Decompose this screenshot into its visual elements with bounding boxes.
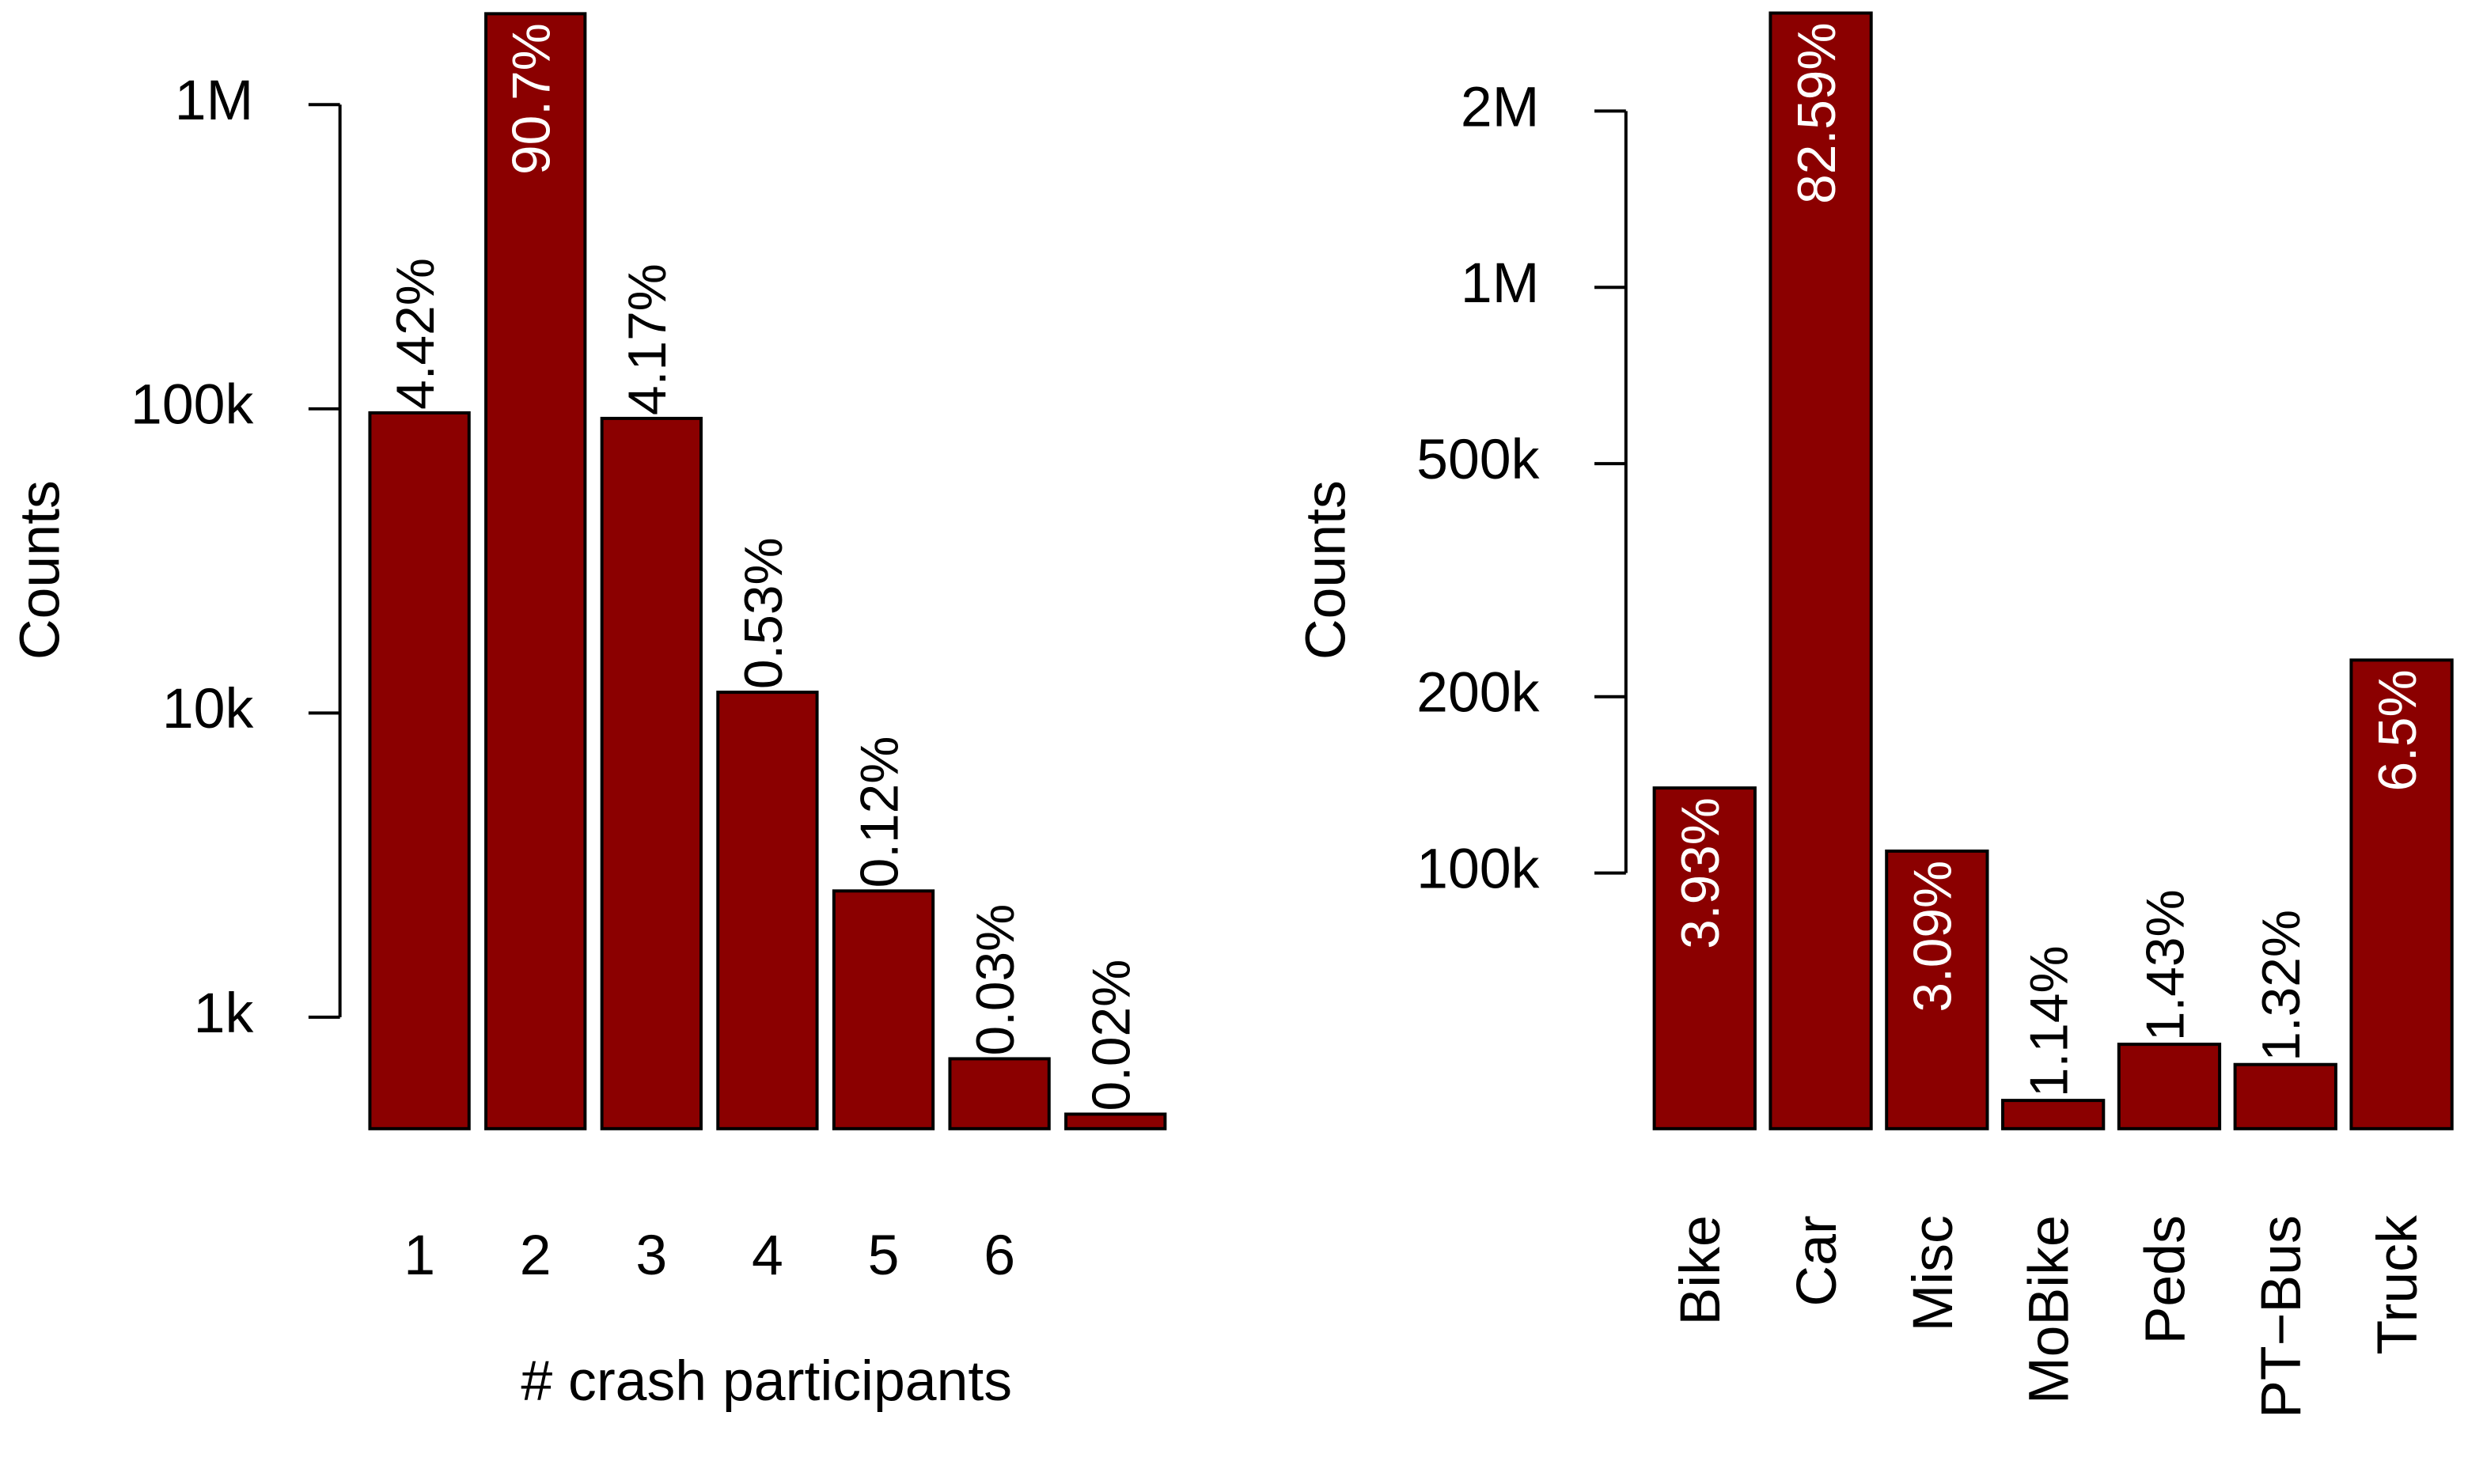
bar — [2349, 658, 2454, 1130]
data-label: 1.14% — [2020, 945, 2079, 1097]
bar — [1769, 11, 1873, 1130]
x-tick-label: 2 — [520, 1224, 552, 1287]
bar — [1652, 786, 1757, 1130]
x-tick-label: 3 — [635, 1224, 667, 1287]
x-tick-label: 4 — [752, 1224, 783, 1287]
y-tick-label: 2M — [1461, 75, 1539, 138]
data-label: 4.17% — [618, 263, 677, 415]
bar — [948, 1057, 1051, 1130]
data-label: 3.09% — [1904, 861, 1963, 1013]
data-label: 82.59% — [1787, 22, 1847, 203]
bar — [600, 416, 703, 1130]
data-label: 6.5% — [2368, 669, 2428, 791]
y-tick-label: 1M — [1461, 252, 1539, 315]
x-tick-label: Peds — [2133, 1215, 2197, 1344]
x-tick-label: Misc — [1901, 1215, 1965, 1331]
y-axis-title: Counts — [9, 480, 72, 660]
bar — [2233, 1062, 2337, 1130]
x-tick-label: 5 — [868, 1224, 900, 1287]
y-tick-label: 10k — [162, 677, 254, 740]
x-tick-label: PT−Bus — [2250, 1215, 2313, 1418]
x-tick-label: 1 — [404, 1224, 435, 1287]
data-label: 0.02% — [1082, 960, 1142, 1111]
y-tick-label: 1M — [175, 69, 253, 132]
x-tick-label: MoBike — [2018, 1215, 2081, 1404]
data-label: 90.7% — [502, 23, 562, 175]
x-tick-label: Car — [1785, 1215, 1848, 1306]
y-tick-label: 500k — [1416, 428, 1539, 491]
bar — [368, 411, 471, 1130]
data-label: 0.53% — [734, 537, 794, 689]
y-tick-label: 1k — [194, 982, 254, 1045]
x-tick-label: Bike — [1669, 1215, 1732, 1325]
bar — [832, 889, 935, 1130]
y-tick-label: 200k — [1416, 661, 1539, 725]
data-label: 1.32% — [2252, 910, 2311, 1062]
x-tick-label: 6 — [984, 1224, 1015, 1287]
y-tick-label: 100k — [1416, 838, 1539, 901]
data-label: 1.43% — [2136, 889, 2195, 1041]
bar — [2117, 1043, 2222, 1130]
bar — [2001, 1099, 2106, 1130]
data-label: 0.03% — [966, 904, 1025, 1056]
y-tick-label: 100k — [131, 373, 253, 437]
bar — [716, 691, 819, 1130]
bar — [1064, 1112, 1167, 1130]
data-label: 3.93% — [1671, 797, 1731, 949]
x-tick-label: Truck — [2366, 1215, 2429, 1355]
data-label: 0.12% — [850, 736, 909, 888]
data-label: 4.42% — [386, 258, 445, 410]
x-axis-title: # crash participants — [521, 1350, 1012, 1413]
y-axis-title: Counts — [1295, 480, 1358, 660]
bar — [484, 12, 587, 1130]
bar — [1885, 849, 1989, 1130]
